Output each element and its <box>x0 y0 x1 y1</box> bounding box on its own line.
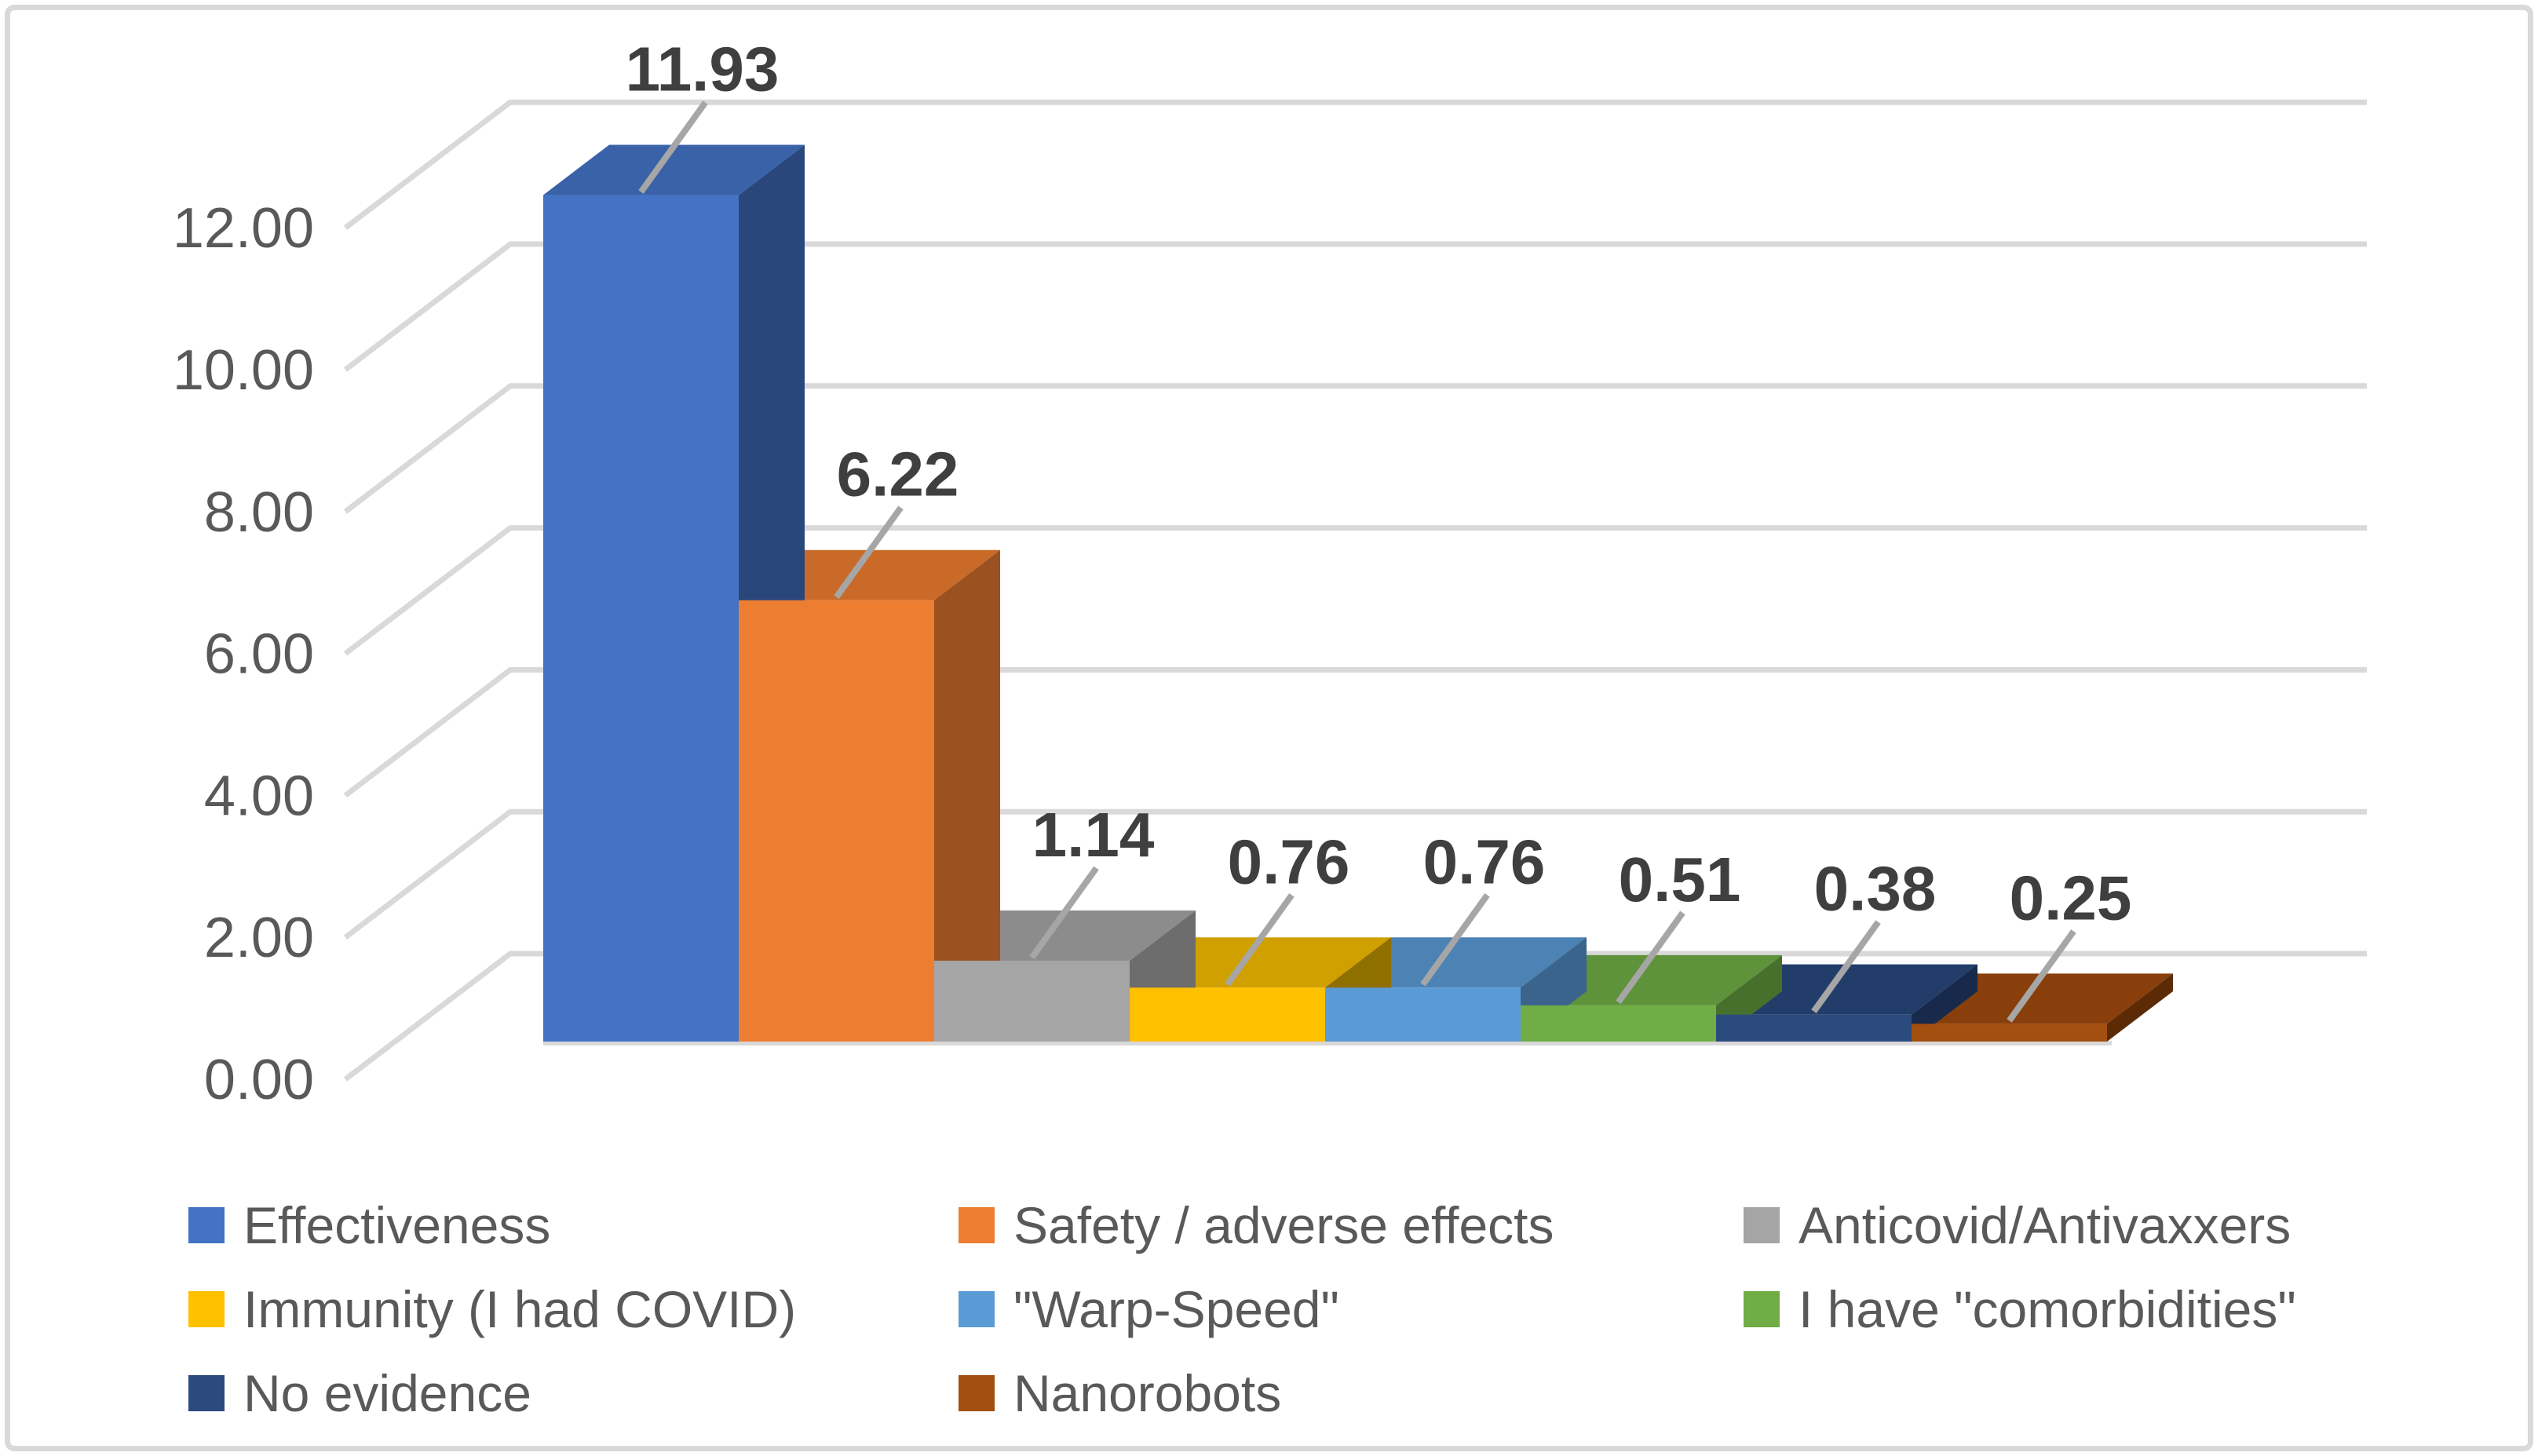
legend-label-i-have-comorbidities: I have "comorbidities" <box>1799 1280 2296 1338</box>
bar-warp-speed <box>1325 987 1521 1042</box>
legend-swatch-safety-adverse-effects <box>959 1207 995 1243</box>
gridline <box>343 241 2367 372</box>
value-label-effectiveness: 11.93 <box>626 35 780 104</box>
axis-tick-label: 2.00 <box>204 907 314 969</box>
leader-line-effectiveness <box>638 100 708 194</box>
bar-effectiveness <box>543 195 739 1042</box>
legend-swatch-immunity-i-had-covid <box>188 1291 225 1327</box>
bar-no-evidence <box>1716 1014 1912 1042</box>
legend-swatch-warp-speed <box>959 1291 995 1327</box>
gridline <box>343 666 2367 798</box>
gridline <box>343 99 2367 230</box>
gridline <box>343 383 2367 514</box>
gridline <box>343 808 2367 940</box>
value-label-immunity-i-had-covid: 0.76 <box>1228 827 1350 896</box>
legend-label-warp-speed: "Warp-Speed" <box>1013 1280 1339 1338</box>
legend-label-immunity-i-had-covid: Immunity (I had COVID) <box>243 1280 797 1338</box>
legend-item-i-have-comorbidities: I have "comorbidities" <box>1744 1283 2296 1335</box>
leader-line-safety-adverse-effects <box>834 505 904 600</box>
axis-tick-label: 8.00 <box>204 481 314 544</box>
value-label-no-evidence: 0.38 <box>1814 854 1937 924</box>
legend-item-effectiveness: Effectiveness <box>188 1199 550 1251</box>
gridline <box>343 525 2367 656</box>
leader-line-i-have-comorbidities <box>1616 910 1685 1005</box>
leader-line-nanorobots <box>2007 929 2076 1023</box>
gridline <box>343 951 2367 1082</box>
legend-swatch-anticovid-antivaxxers <box>1744 1207 1780 1243</box>
legend-swatch-effectiveness <box>188 1207 225 1243</box>
axis-tick-label: 10.00 <box>173 339 314 402</box>
legend-label-anticovid-antivaxxers: Anticovid/Antivaxxers <box>1799 1196 2292 1254</box>
value-label-nanorobots: 0.25 <box>2010 863 2132 932</box>
bar-i-have-comorbidities <box>1521 1005 1716 1042</box>
legend-label-nanorobots: Nanorobots <box>1013 1364 1282 1422</box>
value-label-anticovid-antivaxxers: 1.14 <box>1032 800 1155 870</box>
legend-swatch-no-evidence <box>188 1375 225 1411</box>
legend-item-warp-speed: "Warp-Speed" <box>959 1283 1339 1335</box>
legend-swatch-i-have-comorbidities <box>1744 1291 1780 1327</box>
bar-nanorobots <box>1912 1024 2107 1042</box>
axis-tick-label: 6.00 <box>204 623 314 686</box>
bar-anticovid-antivaxxers <box>934 960 1130 1042</box>
legend-label-safety-adverse-effects: Safety / adverse effects <box>1013 1196 1554 1254</box>
bar-immunity-i-had-covid <box>1130 987 1325 1042</box>
legend-item-safety-adverse-effects: Safety / adverse effects <box>959 1199 1554 1251</box>
bar-top-effectiveness <box>543 144 805 195</box>
bar-safety-adverse-effects <box>739 600 934 1042</box>
legend-item-immunity-i-had-covid: Immunity (I had COVID) <box>188 1283 796 1335</box>
axis-tick-label: 12.00 <box>173 197 314 260</box>
axis-tick-label: 4.00 <box>204 764 314 827</box>
bar-side-nanorobots <box>2107 973 2173 1042</box>
legend-label-effectiveness: Effectiveness <box>243 1196 551 1254</box>
leader-line-immunity-i-had-covid <box>1225 892 1295 987</box>
leader-line-no-evidence <box>1811 920 1881 1013</box>
legend-swatch-nanorobots <box>959 1375 995 1411</box>
leader-line-anticovid-antivaxxers <box>1029 866 1099 960</box>
value-label-i-have-comorbidities: 0.51 <box>1619 845 1741 914</box>
value-label-warp-speed: 0.76 <box>1423 827 1546 896</box>
bar-side-no-evidence <box>1912 964 1977 1042</box>
bar-side-safety-adverse-effects <box>934 549 1000 1042</box>
legend-item-anticovid-antivaxxers: Anticovid/Antivaxxers <box>1744 1199 2291 1251</box>
axis-tick-label: 0.00 <box>204 1049 314 1111</box>
leader-line-warp-speed <box>1420 892 1490 987</box>
legend-item-nanorobots: Nanorobots <box>959 1367 1281 1419</box>
legend-item-no-evidence: No evidence <box>188 1367 531 1419</box>
value-label-safety-adverse-effects: 6.22 <box>837 440 959 509</box>
legend-label-no-evidence: No evidence <box>243 1364 531 1422</box>
